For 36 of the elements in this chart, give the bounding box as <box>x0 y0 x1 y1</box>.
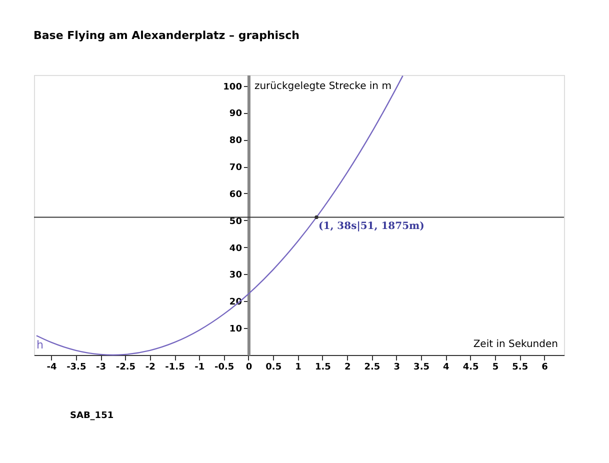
x-tick-label: 1.5 <box>314 362 331 372</box>
x-tick-label: -0.5 <box>214 362 234 372</box>
x-tick-label: -2.5 <box>116 362 136 372</box>
x-tick-label: 1 <box>295 362 302 372</box>
y-tick-label: 10 <box>229 324 242 335</box>
x-tick-label: 6 <box>542 362 548 372</box>
x-tick-label: 0.5 <box>266 362 282 372</box>
text: SAB_151 <box>70 411 114 421</box>
x-tick-label: -2 <box>145 362 156 372</box>
x-tick-label: 0 <box>246 362 252 372</box>
y-tick-label: 80 <box>229 136 242 146</box>
annotation: (1, 38s|51, 1875m) <box>318 221 424 232</box>
x-tick-label: 2.5 <box>364 362 380 372</box>
x-tick-label: -3.5 <box>66 362 86 372</box>
y-tick-label: 30 <box>229 270 242 281</box>
x-axis-title: Zeit in Sekunden <box>473 339 558 350</box>
x-tick-label: 5.5 <box>512 362 528 372</box>
x-tick-label: -4 <box>46 362 57 372</box>
x-tick-label: -1 <box>194 362 205 372</box>
x-tick-label: 3 <box>394 362 400 372</box>
x-tick-label: -3 <box>96 362 106 372</box>
x-tick-label: 5 <box>492 362 499 372</box>
y-tick-label: 60 <box>229 190 242 200</box>
y-tick-label: 50 <box>229 216 242 227</box>
series-label: h <box>36 338 44 352</box>
y-tick-label: 90 <box>229 109 242 120</box>
y-tick-label: 100 <box>223 82 242 92</box>
y-tick-label: 70 <box>229 163 242 174</box>
x-tick-label: -1.5 <box>165 362 185 372</box>
y-tick-label: 40 <box>229 244 242 254</box>
x-tick-label: 2 <box>344 362 351 372</box>
x-tick-label: 4 <box>443 362 450 372</box>
x-tick-label: 4.5 <box>462 362 479 372</box>
y-axis-title: zurückgelegte Strecke in m <box>254 80 392 92</box>
x-tick-label: 3.5 <box>414 362 430 372</box>
chart-title: Base Flying am Alexanderplatz – graphisch <box>34 29 300 42</box>
